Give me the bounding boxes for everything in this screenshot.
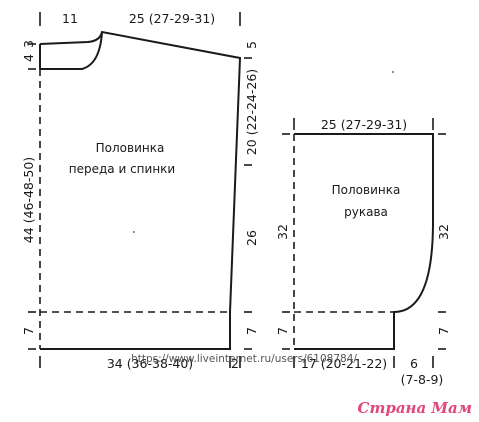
dim-sleeve-left-height: 32 bbox=[275, 224, 290, 240]
dim-sleeve-right-hem: 7 bbox=[436, 327, 451, 335]
dim-body-right-lower: 26 bbox=[244, 230, 259, 246]
dim-body-left-main: 44 (46-48-50) bbox=[21, 157, 36, 243]
watermark-url: https://www.liveinternet.ru/users/610878… bbox=[131, 353, 357, 365]
sleeve-label-line2: рукава bbox=[344, 205, 388, 219]
dim-body-left-top: 3 bbox=[21, 40, 36, 48]
dim-body-top-neck: 11 bbox=[62, 11, 78, 26]
body-label-line2: переда и спинки bbox=[69, 162, 175, 176]
dim-sleeve-bottom-offset: 6 bbox=[410, 356, 418, 371]
dim-body-left-hem: 7 bbox=[21, 327, 36, 335]
sleeve-outline bbox=[294, 133, 434, 350]
watermark-brand: Страна Мам bbox=[358, 399, 472, 417]
dim-sleeve-right-height: 32 bbox=[436, 224, 451, 240]
body-outline bbox=[39, 30, 242, 350]
sleeve-center-dot bbox=[392, 71, 394, 73]
dim-sleeve-bottom-offset-sizes: (7-8-9) bbox=[401, 372, 444, 387]
sleeve-label-line1: Половинка bbox=[332, 183, 401, 197]
body-piece: 11 25 (27-29-31) 3 4 44 (46-48-50) 7 5 2… bbox=[21, 11, 259, 371]
dim-body-top-shoulder: 25 (27-29-31) bbox=[129, 11, 215, 26]
dim-body-bottom-width: 34 (36-38-40) bbox=[107, 356, 193, 371]
dim-body-right-hem: 7 bbox=[244, 327, 259, 335]
sleeve-piece: 25 (27-29-31) 32 32 7 7 17 (20-21-22) 6 … bbox=[275, 71, 451, 387]
dim-sleeve-left-hem: 7 bbox=[275, 327, 290, 335]
dim-body-bottom-offset: 2 bbox=[231, 356, 239, 371]
dim-body-left-second: 4 bbox=[21, 54, 36, 62]
dim-body-right-armhole: 20 (22-24-26) bbox=[244, 69, 259, 155]
body-neck-curve bbox=[40, 31, 103, 70]
dim-sleeve-bottom-width: 17 (20-21-22) bbox=[301, 356, 387, 371]
body-label-line1: Половинка bbox=[96, 141, 165, 155]
dim-body-right-shoulder-drop: 5 bbox=[244, 41, 259, 49]
dim-sleeve-top-width: 25 (27-29-31) bbox=[321, 117, 407, 132]
body-center-dot bbox=[133, 231, 135, 233]
